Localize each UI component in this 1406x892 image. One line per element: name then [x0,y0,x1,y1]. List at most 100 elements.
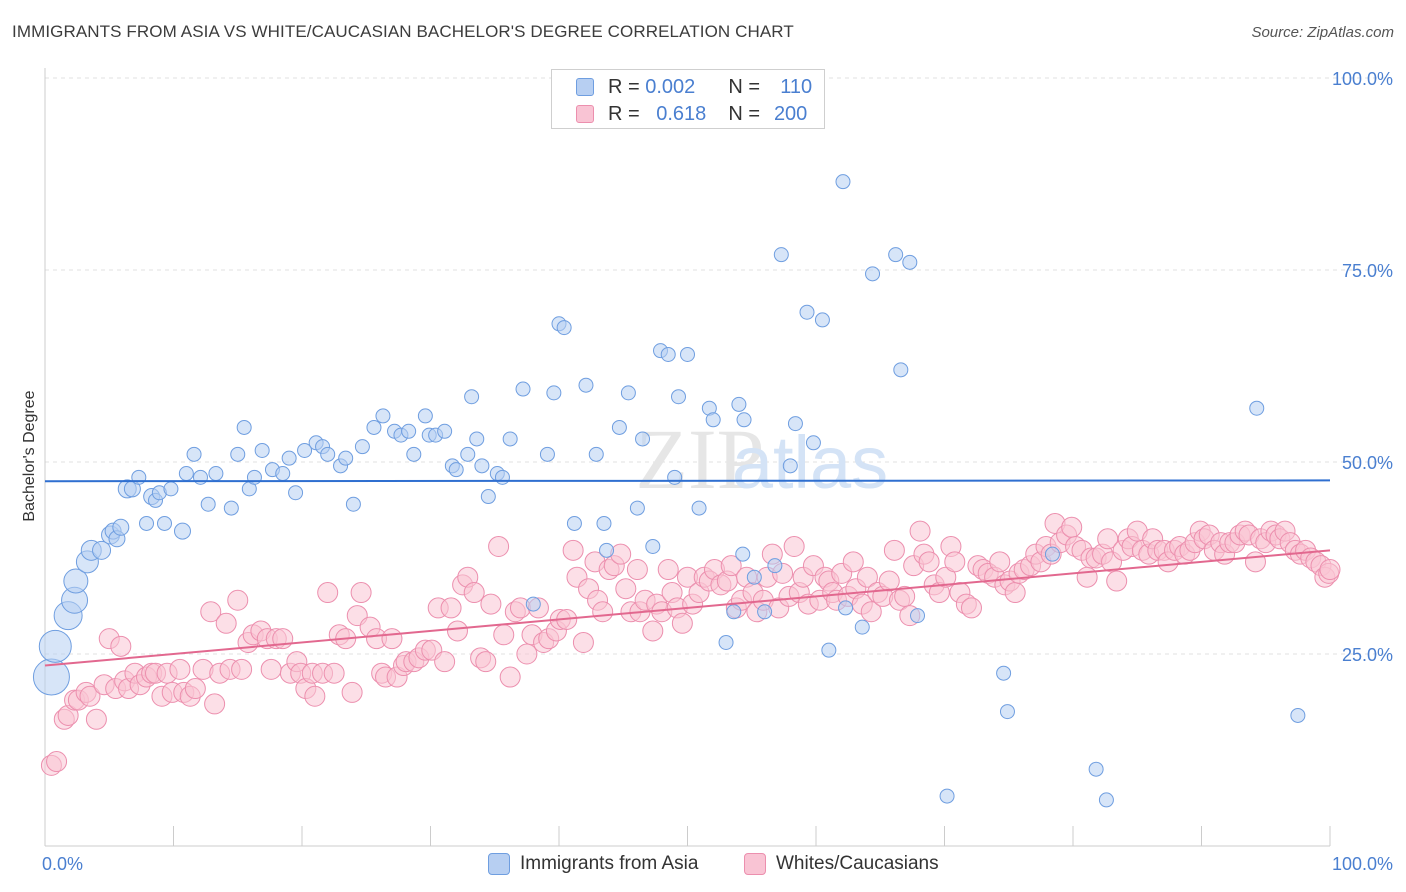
series-whites-caucasians [40,512,1341,776]
data-point [960,597,982,619]
data-point [767,558,783,574]
data-point [480,489,496,505]
data-point [281,450,297,466]
data-point [341,681,363,703]
bottom-legend-asia: Immigrants from Asia [488,851,698,877]
data-point [63,568,89,594]
data-point [667,469,683,485]
data-point [480,593,502,615]
series-immigrants-from-asia [32,174,1306,808]
data-point [773,247,789,263]
data-point [469,431,485,447]
legend-swatch-asia [576,78,594,96]
data-point [578,377,594,393]
trend-line-asia [44,479,1331,483]
data-point [635,431,651,447]
data-point [878,570,900,592]
r-label: R = [608,75,640,98]
data-point [999,704,1015,720]
data-point [566,515,582,531]
data-point [475,651,497,673]
data-point [888,247,904,263]
data-point [338,450,354,466]
data-point [735,546,751,562]
data-point [592,601,614,623]
n-value: 200 [773,102,808,125]
data-point [178,466,194,482]
data-point [1249,400,1265,416]
data-point [835,174,851,190]
data-point [231,658,253,680]
data-point [645,538,661,554]
data-point [746,569,762,585]
stats-legend: R = 0.002 N = 110 R = 0.618 N = 200 [551,69,825,129]
n-label: N = [728,75,761,98]
data-point [406,446,422,462]
grid-lines [45,77,1390,655]
source-label: Source: ZipAtlas.com [1251,24,1394,41]
data-point [320,446,336,462]
data-point [502,431,518,447]
data-point [731,396,747,412]
watermark: ZIP atlas [636,411,889,507]
tick-labels: 25.0% 50.0% 75.0% 100.0% 0.0% 100.0% [42,69,1393,874]
data-point [169,658,191,680]
data-point [572,631,594,653]
data-point [782,458,798,474]
data-point [192,469,208,485]
data-point [464,389,480,405]
data-point [204,693,226,715]
data-point [944,551,966,573]
data-point [236,419,252,435]
data-point [493,624,515,646]
data-point [1076,566,1098,588]
data-point [736,412,752,428]
data-point [297,442,313,458]
data-point [437,423,453,439]
data-point [893,362,909,378]
data-point [629,500,645,516]
axes [44,68,1331,847]
y-tick-label: 25.0% [1342,645,1393,665]
data-point [230,446,246,462]
data-point [223,500,239,516]
data-point [556,320,572,336]
data-point [657,559,679,581]
data-point [783,535,805,557]
data-point [488,535,510,557]
data-point [254,442,270,458]
data-point [838,600,854,616]
data-point [139,515,155,531]
data-point [516,643,538,665]
n-value: 110 [780,75,813,98]
data-point [208,466,224,482]
data-point [260,658,282,680]
data-point [525,596,541,612]
data-point [799,304,815,320]
data-point [434,651,456,673]
data-point [375,408,391,424]
data-point [620,385,636,401]
bottom-legend-whites: Whites/Caucasians [744,851,939,877]
data-point [46,751,68,773]
r-value: 0.618 [656,102,707,125]
data-point [354,439,370,455]
data-point [246,469,262,485]
data-point [186,446,202,462]
data-point [463,582,485,604]
data-point [448,462,464,478]
data-point [705,412,721,428]
data-point [883,539,905,561]
data-point [599,542,615,558]
data-point [939,788,955,804]
data-point [671,612,693,634]
data-point [680,346,695,362]
data-point [345,496,361,512]
y-tick-label: 100.0% [1332,69,1393,89]
data-point [671,389,687,405]
data-point [381,628,403,650]
data-point [79,685,101,707]
data-point [1098,792,1114,808]
data-point [1244,551,1266,573]
